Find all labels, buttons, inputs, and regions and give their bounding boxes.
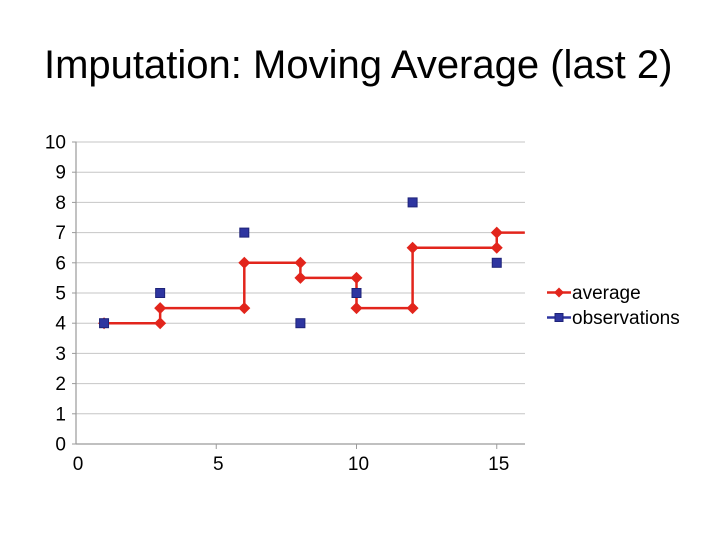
y-tick-label-9: 9: [55, 163, 66, 184]
legend-label-average: average: [572, 283, 641, 304]
y-tick-label-7: 7: [55, 223, 66, 244]
y-tick-label-10: 10: [45, 133, 66, 154]
data-point-marker-square: [239, 227, 250, 238]
data-point-marker-square: [295, 318, 306, 329]
data-point-marker-diamond: [350, 271, 363, 284]
data-point-marker-diamond: [154, 302, 167, 315]
slide-title: Imputation: Moving Average (last 2): [44, 43, 673, 87]
y-tick-label-5: 5: [55, 284, 66, 305]
series-observations: [99, 197, 502, 329]
data-point-marker-diamond: [294, 271, 307, 284]
data-point-marker-diamond: [490, 241, 503, 254]
x-tick-label-5: 5: [213, 454, 224, 475]
axes: [72, 141, 525, 449]
y-tick-label-1: 1: [55, 404, 66, 425]
data-point-marker-square: [351, 288, 362, 298]
y-tick-label-0: 0: [55, 435, 66, 456]
data-point-marker-square: [554, 313, 564, 322]
y-tick-label-3: 3: [55, 344, 66, 365]
series-line-average: [104, 231, 525, 325]
data-point-marker-diamond: [490, 226, 503, 239]
data-point-marker-diamond: [406, 302, 419, 315]
tick-labels: 0 1 2 3 4 5 6 7 8 9 10 0 5 10 15: [45, 133, 509, 476]
legend-label-observations: observations: [572, 308, 680, 329]
legend-item-average: average: [547, 283, 641, 304]
data-point-marker-square: [491, 257, 502, 268]
y-tick-label-8: 8: [55, 193, 66, 214]
series-average: [98, 226, 525, 330]
data-point-marker-diamond: [406, 241, 419, 254]
chart-legend: average observations: [547, 283, 680, 329]
data-point-marker-diamond: [238, 256, 251, 269]
y-tick-label-6: 6: [55, 253, 66, 274]
data-point-marker-diamond: [294, 256, 307, 269]
data-point-marker-square: [407, 197, 418, 208]
data-point-marker-diamond: [154, 317, 167, 330]
data-point-marker-square: [155, 288, 166, 298]
x-tick-label-10: 10: [348, 454, 369, 475]
y-tick-label-4: 4: [55, 314, 66, 335]
data-point-marker-diamond: [554, 287, 564, 298]
x-tick-label-0: 0: [73, 454, 84, 475]
legend-item-observations: observations: [547, 308, 680, 329]
y-tick-label-2: 2: [55, 374, 66, 395]
x-tick-label-15: 15: [488, 454, 509, 475]
data-point-marker-diamond: [350, 302, 363, 315]
data-point-marker-diamond: [238, 302, 251, 315]
data-point-marker-square: [99, 318, 110, 329]
